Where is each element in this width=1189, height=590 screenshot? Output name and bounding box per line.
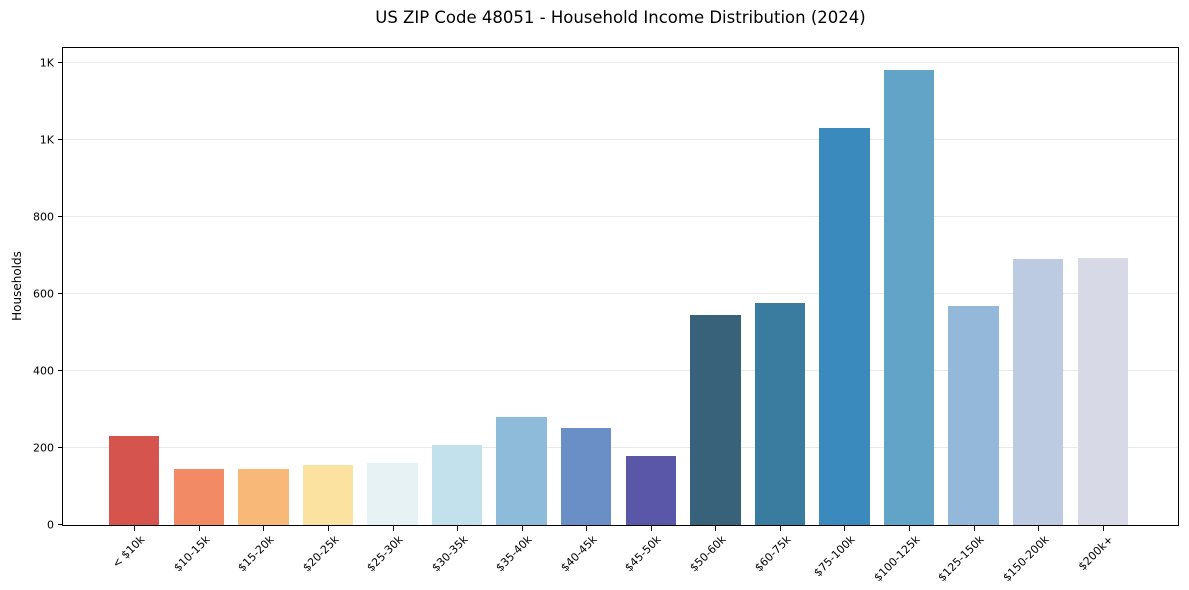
x-tick-label: < $10k [109, 533, 148, 571]
x-tick-label: $60-75k [751, 533, 794, 575]
bars-container: < $10k $10-15k $15-20k $20-25k $25-30k $30-35… [63, 48, 1178, 584]
x-tick-mark [198, 525, 200, 531]
bar [1012, 259, 1064, 525]
x-tick-label: $200k+ [1075, 533, 1116, 574]
y-tick-label: 400 [33, 364, 54, 378]
plot-area: < $10k $10-15k $15-20k $20-25k $25-30k $30-35… [33, 47, 1179, 584]
x-tick-label: $10-15k [170, 533, 213, 575]
bar-slot: $100-125k [871, 48, 942, 584]
bar-slot: $45-50k [619, 48, 684, 574]
bar [819, 127, 870, 525]
y-tick-label: 1K [39, 133, 54, 147]
bar-slot: $30-35k [425, 48, 490, 574]
bar-slot: $200k+ [1070, 48, 1135, 573]
x-tick-mark [844, 525, 846, 531]
grid-line [63, 62, 1178, 64]
y-tick-mark [58, 139, 63, 141]
x-tick-label: $20-25k [299, 533, 342, 575]
grid-line [63, 139, 1178, 141]
x-tick-mark [134, 525, 136, 531]
bar-slot: $25-30k [360, 48, 425, 574]
bar [690, 315, 741, 525]
x-tick-mark [1038, 525, 1040, 531]
y-axis-label: Households [10, 251, 24, 321]
x-tick-mark [909, 525, 911, 531]
x-tick-label: $150-200k [1000, 533, 1052, 585]
y-tick-label: 800 [33, 210, 54, 224]
bar [302, 464, 354, 525]
y-tick-mark [58, 370, 63, 372]
y-tick-label: 600 [33, 287, 54, 301]
x-tick-mark [521, 525, 523, 531]
bar [948, 305, 999, 525]
grid-line [63, 370, 1178, 372]
bar [238, 469, 289, 525]
y-tick-mark [58, 293, 63, 295]
grid-line [63, 447, 1178, 449]
x-tick-mark [263, 525, 265, 531]
bar-slot: $150-200k [1000, 48, 1071, 584]
x-tick-mark [1102, 525, 1104, 531]
bar-slot: $15-20k [231, 48, 296, 574]
x-tick-mark [392, 525, 394, 531]
bar [109, 435, 160, 525]
x-tick-label: $75-100k [811, 533, 858, 580]
bar-slot: $50-60k [683, 48, 748, 574]
x-tick-label: $15-20k [235, 533, 277, 575]
x-tick-mark [779, 525, 781, 531]
bar [496, 416, 547, 525]
bar-slot: $40-45k [554, 48, 619, 574]
x-tick-label: $100-125k [871, 533, 923, 585]
x-tick-mark [973, 525, 975, 531]
x-tick-label: $40-45k [558, 533, 600, 575]
bar [883, 69, 935, 525]
grid-line [63, 293, 1178, 295]
y-tick-mark [58, 447, 63, 449]
bar-slot: $20-25k [296, 48, 361, 574]
bar [367, 463, 418, 525]
x-tick-mark [327, 525, 329, 531]
bar [431, 444, 483, 525]
x-tick-label: $50-60k [687, 533, 729, 575]
chart-title: US ZIP Code 48051 - Household Income Dis… [375, 8, 866, 27]
y-tick-label: 200 [33, 441, 54, 455]
x-tick-label: $35-40k [493, 533, 535, 575]
x-tick-label: $25-30k [364, 533, 406, 575]
bar-slot: $60-75k [748, 48, 813, 574]
y-tick-mark [58, 62, 63, 64]
grid-line [63, 216, 1178, 218]
x-tick-mark [457, 525, 459, 531]
y-tick-mark [58, 524, 63, 525]
bar [1077, 258, 1128, 525]
bar [173, 469, 225, 525]
x-tick-label: $45-50k [622, 533, 664, 575]
x-tick-label: $30-35k [429, 533, 471, 575]
y-tick-label: 0 [47, 518, 54, 532]
x-tick-mark [650, 525, 652, 531]
x-tick-mark [586, 525, 588, 531]
x-tick-label: $125-150k [935, 533, 987, 585]
bar-slot: < $10k [102, 48, 167, 571]
bar-slot: $10-15k [167, 48, 232, 574]
x-tick-mark [715, 525, 717, 531]
bar [625, 455, 676, 525]
bar [754, 303, 806, 525]
bar-slot: $75-100k [811, 48, 877, 579]
y-tick-mark [58, 216, 63, 218]
bar-slot: $35-40k [489, 48, 554, 574]
y-tick-label: 1K [39, 56, 54, 70]
bar-slot: $125-150k [936, 48, 1006, 584]
bar [561, 428, 612, 525]
